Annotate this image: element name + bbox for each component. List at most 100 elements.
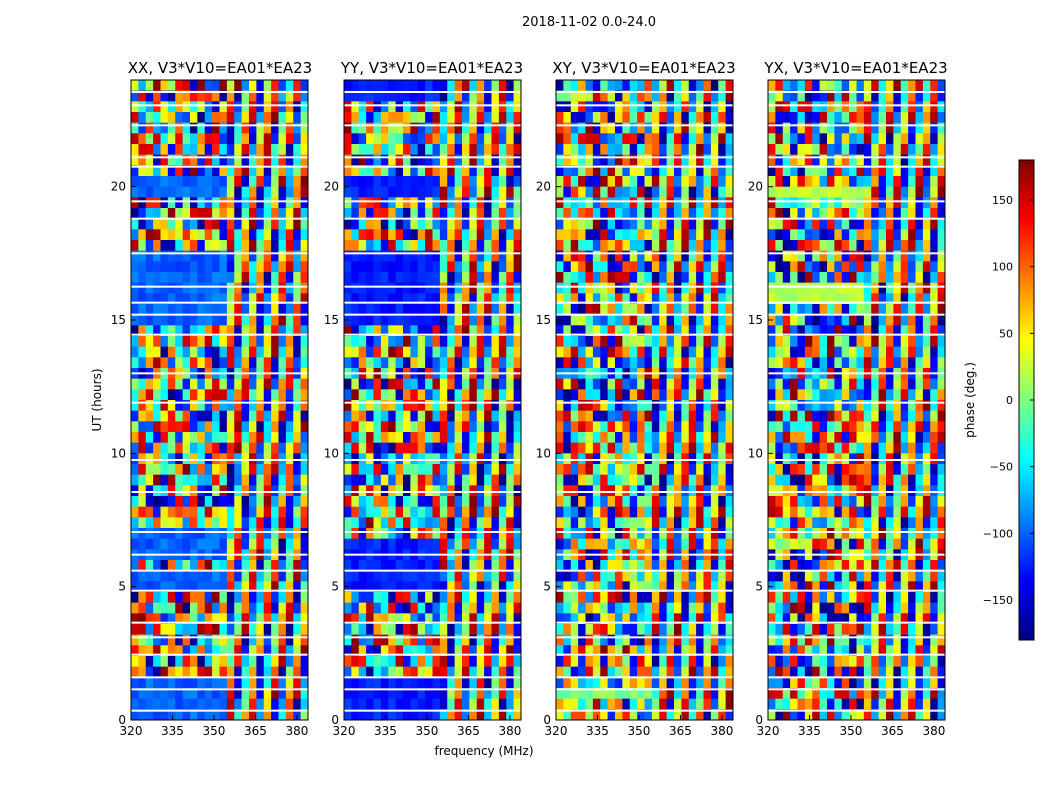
heat-cell [403,709,411,721]
heat-cell [644,560,653,572]
heat-cell [688,176,697,188]
heat-cell [344,389,352,401]
heat-cell [666,357,675,369]
heat-cell [410,517,419,529]
heat-cell [271,400,279,412]
heat-cell [637,197,645,209]
heat-cell [710,400,719,412]
heat-cell [219,442,228,454]
heat-cell [388,698,397,710]
heat-cell [659,101,668,113]
heat-cell [886,240,894,252]
heat-cell [827,186,835,198]
heat-cell [403,432,411,444]
heat-cell [226,261,235,273]
heat-cell [358,186,367,198]
heat-cell [491,634,500,646]
heat-cell [600,272,609,284]
heat-cell [659,709,668,721]
heat-cell [659,517,668,529]
heat-cell [476,165,485,177]
heat-cell [819,80,828,92]
heat-cell [637,336,645,348]
heat-cell [710,272,719,284]
heat-cell [681,218,690,230]
heat-cell [447,272,456,284]
heat-cell [637,453,645,465]
heat-cell [278,528,287,540]
heat-cell [644,581,653,593]
heat-cell [556,144,564,156]
heat-cell [447,165,456,177]
heat-cell [293,165,302,177]
heat-cell [476,560,485,572]
heat-cell [607,634,616,646]
heat-cell [696,560,704,572]
heat-cell [484,602,492,614]
heat-cell [790,304,798,316]
heat-cell [659,453,668,465]
heat-cell [395,80,404,92]
heat-cell [484,538,492,550]
heat-cell [681,314,690,326]
heat-cell [425,144,433,156]
heat-cell [563,709,572,721]
heat-cell [834,112,843,124]
heat-cell [834,154,843,166]
heat-cell [651,656,660,668]
heat-cell [563,581,572,593]
heat-cell [256,709,265,721]
heat-cell [710,197,719,209]
heat-cell [197,176,206,188]
heat-cell [578,634,586,646]
heat-cell [204,314,213,326]
heat-cell [585,261,594,273]
heat-cell [204,250,213,262]
heat-cell [395,634,404,646]
heat-cell [637,186,645,198]
heat-cell [271,80,279,92]
heat-cell [373,698,382,710]
heat-cell [710,133,719,145]
heat-cell [681,229,690,241]
heat-cell [293,176,302,188]
heat-cell [725,122,734,134]
heat-cell [249,186,257,198]
heat-cell [425,261,433,273]
heat-cell [425,240,433,252]
heat-cell [432,229,441,241]
heat-cell [607,240,616,252]
heat-cell [768,261,776,273]
heat-cell [145,592,154,604]
heat-cell [425,133,433,145]
heat-cell [226,80,235,92]
heat-cell [300,80,309,92]
heat-cell [592,186,601,198]
heat-cell [454,101,463,113]
heat-cell [863,122,872,134]
heat-cell [454,122,463,134]
heat-cell [629,314,638,326]
heat-cell [915,261,924,273]
heat-cell [410,634,419,646]
heat-cell [804,282,813,294]
heat-cell [285,400,294,412]
heat-cell [659,197,668,209]
heat-cell [138,592,147,604]
heat-cell [592,570,601,582]
heat-cell [578,656,586,668]
heat-cell [373,293,382,305]
heat-cell [659,560,668,572]
heat-cell [513,144,522,156]
heat-cell [190,677,198,689]
heat-cell [570,485,579,497]
heat-cell [622,229,631,241]
heat-cell [145,645,154,657]
heat-cell [725,634,734,646]
heat-cell [300,688,309,700]
heat-cell [856,154,865,166]
heat-cell [696,656,704,668]
heat-cell [425,304,433,316]
heat-cell [607,261,616,273]
heat-cell [696,101,704,113]
